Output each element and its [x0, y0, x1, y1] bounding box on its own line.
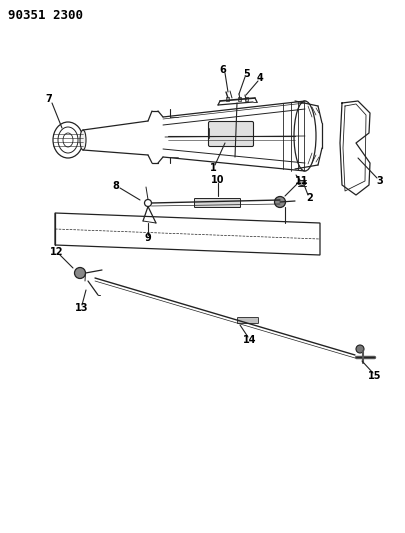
Circle shape	[356, 345, 364, 353]
Circle shape	[75, 268, 85, 279]
Text: 6: 6	[220, 65, 226, 75]
Text: 7: 7	[46, 94, 52, 104]
Text: 14: 14	[243, 335, 257, 345]
Bar	[226, 97, 228, 101]
Ellipse shape	[298, 181, 306, 185]
Text: 8: 8	[113, 181, 119, 191]
Bar	[245, 97, 247, 101]
Text: 10: 10	[211, 175, 225, 185]
Text: 13: 13	[75, 303, 89, 313]
FancyBboxPatch shape	[209, 122, 254, 147]
FancyBboxPatch shape	[237, 318, 258, 324]
Text: 9: 9	[145, 233, 151, 243]
Bar	[237, 97, 241, 101]
Text: 2: 2	[307, 193, 313, 203]
FancyBboxPatch shape	[194, 198, 241, 207]
Text: 5: 5	[244, 69, 250, 79]
Text: 4: 4	[257, 73, 263, 83]
Text: 1: 1	[210, 163, 216, 173]
Text: 11: 11	[295, 176, 309, 186]
Text: 90351 2300: 90351 2300	[8, 9, 83, 22]
Text: 15: 15	[368, 371, 382, 381]
Ellipse shape	[80, 130, 86, 150]
Text: 12: 12	[50, 247, 64, 257]
Circle shape	[275, 197, 286, 207]
Text: 3: 3	[377, 176, 384, 186]
